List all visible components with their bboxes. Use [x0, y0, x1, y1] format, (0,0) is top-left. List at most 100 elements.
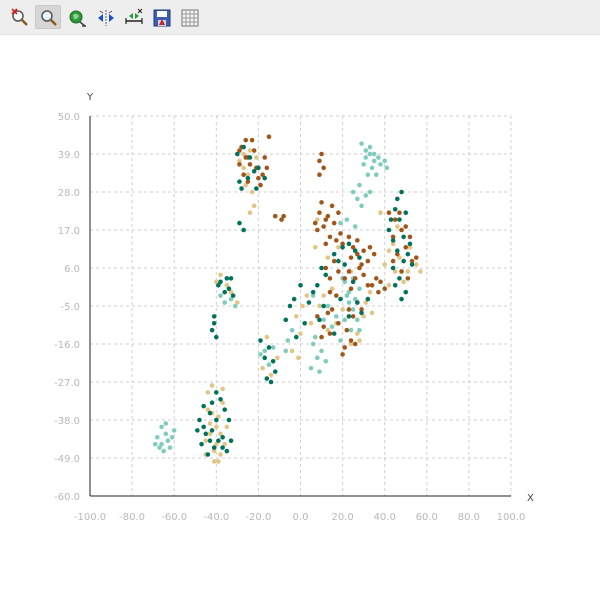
save-chart-icon [153, 9, 171, 27]
data-point [228, 438, 234, 444]
data-point [321, 224, 326, 229]
zoom-in-button[interactable] [35, 5, 61, 29]
data-point [333, 293, 339, 298]
data-point [384, 165, 390, 171]
data-point [395, 248, 400, 254]
data-point [361, 248, 366, 254]
data-point [317, 172, 322, 178]
data-point [325, 303, 331, 309]
data-point [253, 155, 259, 160]
data-point [249, 137, 255, 143]
data-point [327, 234, 333, 240]
data-point [308, 365, 314, 371]
data-point [333, 238, 339, 243]
data-point [361, 162, 366, 167]
data-point [237, 179, 242, 184]
data-point [241, 151, 246, 157]
data-point [323, 272, 329, 278]
data-point [363, 300, 369, 305]
data-point [359, 141, 364, 146]
data-point [352, 224, 358, 229]
data-point [243, 137, 249, 143]
data-point [321, 324, 326, 330]
data-point [155, 434, 160, 440]
data-point [239, 186, 244, 191]
x-tick-label: -60.0 [161, 512, 187, 523]
data-point [293, 314, 299, 319]
data-point [397, 276, 402, 281]
x-tick-label: 40.0 [374, 512, 396, 523]
data-point [344, 217, 350, 222]
data-point [264, 165, 270, 171]
data-point [224, 424, 230, 430]
data-point [350, 307, 356, 312]
x-tick-label: -20.0 [245, 512, 271, 523]
data-point [197, 417, 202, 423]
data-point [367, 189, 373, 195]
data-point [399, 189, 404, 195]
data-point [401, 279, 406, 285]
pan-button[interactable] [92, 5, 118, 29]
data-point [346, 314, 352, 319]
data-point [228, 289, 234, 295]
data-point [205, 390, 211, 395]
data-point [392, 269, 398, 274]
data-point [312, 220, 318, 226]
data-point [338, 296, 343, 302]
data-point [211, 459, 217, 464]
data-point [268, 379, 274, 385]
data-point [405, 269, 411, 274]
data-point [386, 282, 392, 288]
data-point [327, 331, 333, 336]
data-point [329, 307, 335, 312]
data-point [405, 251, 411, 257]
data-point [346, 289, 352, 295]
x-tick-label: 0.0 [293, 512, 309, 523]
x-tick-label: 100.0 [497, 512, 526, 523]
data-point [373, 172, 379, 178]
select-region-button[interactable] [64, 5, 90, 29]
data-point [211, 445, 217, 450]
data-point [272, 213, 278, 219]
data-point [348, 286, 354, 292]
data-point [209, 428, 215, 433]
data-point [270, 358, 276, 364]
data-point [211, 448, 217, 454]
data-point [390, 238, 396, 243]
data-point [289, 348, 295, 354]
data-point [163, 421, 169, 426]
data-point [407, 244, 413, 250]
data-point [342, 276, 348, 281]
data-point [241, 172, 246, 178]
data-point [386, 210, 392, 216]
data-point [165, 438, 171, 444]
data-point [359, 262, 364, 267]
data-point [336, 258, 341, 264]
data-point [317, 210, 322, 216]
data-point [331, 258, 337, 264]
data-point [195, 428, 200, 433]
data-point [386, 227, 392, 233]
data-point [283, 317, 289, 323]
data-point [247, 155, 253, 160]
data-point [325, 255, 331, 260]
data-point [159, 424, 164, 430]
data-point [371, 151, 377, 157]
data-point [312, 244, 318, 250]
save-chart-button[interactable] [148, 5, 174, 29]
fit-axis-button[interactable] [120, 5, 146, 29]
data-point [340, 352, 345, 357]
zoom-out-button[interactable] [6, 5, 32, 29]
data-point [218, 293, 223, 298]
data-point [279, 217, 284, 222]
data-table-button[interactable] [176, 5, 202, 29]
data-point [399, 269, 404, 274]
data-point [264, 376, 270, 381]
data-point [365, 258, 371, 264]
data-point [346, 307, 352, 312]
data-point [323, 217, 329, 222]
data-point [228, 296, 234, 302]
data-point [336, 269, 341, 274]
y-axis-label: Y [86, 92, 94, 103]
data-point [376, 155, 381, 160]
